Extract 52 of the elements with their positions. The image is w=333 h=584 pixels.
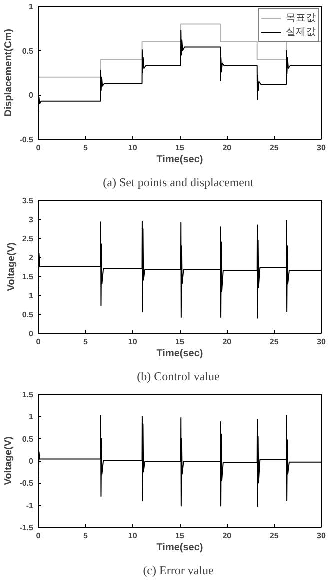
- x-tick-label: 0: [36, 338, 42, 346]
- y-tick-label: 0.5: [22, 310, 34, 320]
- x-tick-label: 30: [317, 144, 326, 152]
- y-tick-label: 1: [29, 292, 34, 300]
- y-tick-label: -1.5: [20, 524, 34, 532]
- x-tick-label: 0: [36, 144, 42, 152]
- x-tick-label: 5: [83, 144, 88, 152]
- y-tick-label: -0.5: [20, 136, 34, 144]
- y-axis-title: Voltage(V): [6, 242, 18, 292]
- y-tick-label: 3: [29, 216, 34, 224]
- y-tick-label: 3.5: [22, 196, 34, 206]
- x-tick-label: 5: [83, 338, 88, 346]
- text: (a) Set points and displacement: [103, 176, 254, 190]
- y-tick-label: -1: [26, 501, 34, 510]
- legend-label: 실제값: [286, 26, 316, 39]
- x-tick-label: 15: [176, 532, 185, 540]
- x-tick-label: 10: [128, 144, 138, 152]
- x-tick-label: 25: [270, 532, 280, 540]
- x-tick-label: 30: [317, 532, 326, 540]
- y-axis-title: Voltage(V): [4, 436, 15, 486]
- y-tick-label: 1: [29, 2, 34, 12]
- x-tick-label: 15: [176, 144, 185, 152]
- x-tick-label: 10: [128, 532, 138, 540]
- y-tick-label: 1.5: [22, 272, 34, 282]
- x-tick-label: 20: [222, 532, 232, 540]
- y-tick-label: 0.5: [22, 46, 34, 56]
- y-tick-label: 1.5: [22, 390, 34, 400]
- y-tick-label: 0.5: [22, 434, 34, 444]
- y-axis-title: Displacement(Cm): [4, 29, 15, 117]
- x-tick-label: 25: [270, 144, 280, 152]
- text: (c) Error value: [143, 564, 214, 578]
- y-tick-label: -0.5: [20, 479, 34, 488]
- x-tick-label: 20: [222, 144, 232, 152]
- text: (b) Control value: [137, 370, 220, 384]
- y-tick-label: 1: [29, 412, 34, 422]
- x-tick-label: 20: [222, 338, 232, 346]
- x-axis-title: Time(sec): [156, 542, 204, 554]
- x-tick-label: 15: [176, 338, 185, 346]
- line-series: [38, 24, 322, 78]
- x-tick-label: 5: [83, 532, 88, 540]
- legend-label: 목표값: [286, 12, 316, 25]
- y-tick-label: 2: [29, 254, 34, 262]
- y-tick-label: 0: [29, 330, 34, 338]
- x-axis-title: Time(sec): [156, 348, 204, 360]
- x-tick-label: 0: [36, 532, 42, 540]
- y-tick-label: 0: [29, 457, 34, 466]
- y-tick-label: 0: [29, 91, 34, 100]
- x-tick-label: 30: [317, 338, 326, 346]
- x-tick-label: 10: [128, 338, 138, 346]
- x-axis-title: Time(sec): [156, 154, 204, 166]
- y-tick-label: 2.5: [22, 234, 34, 244]
- x-tick-label: 25: [270, 338, 280, 346]
